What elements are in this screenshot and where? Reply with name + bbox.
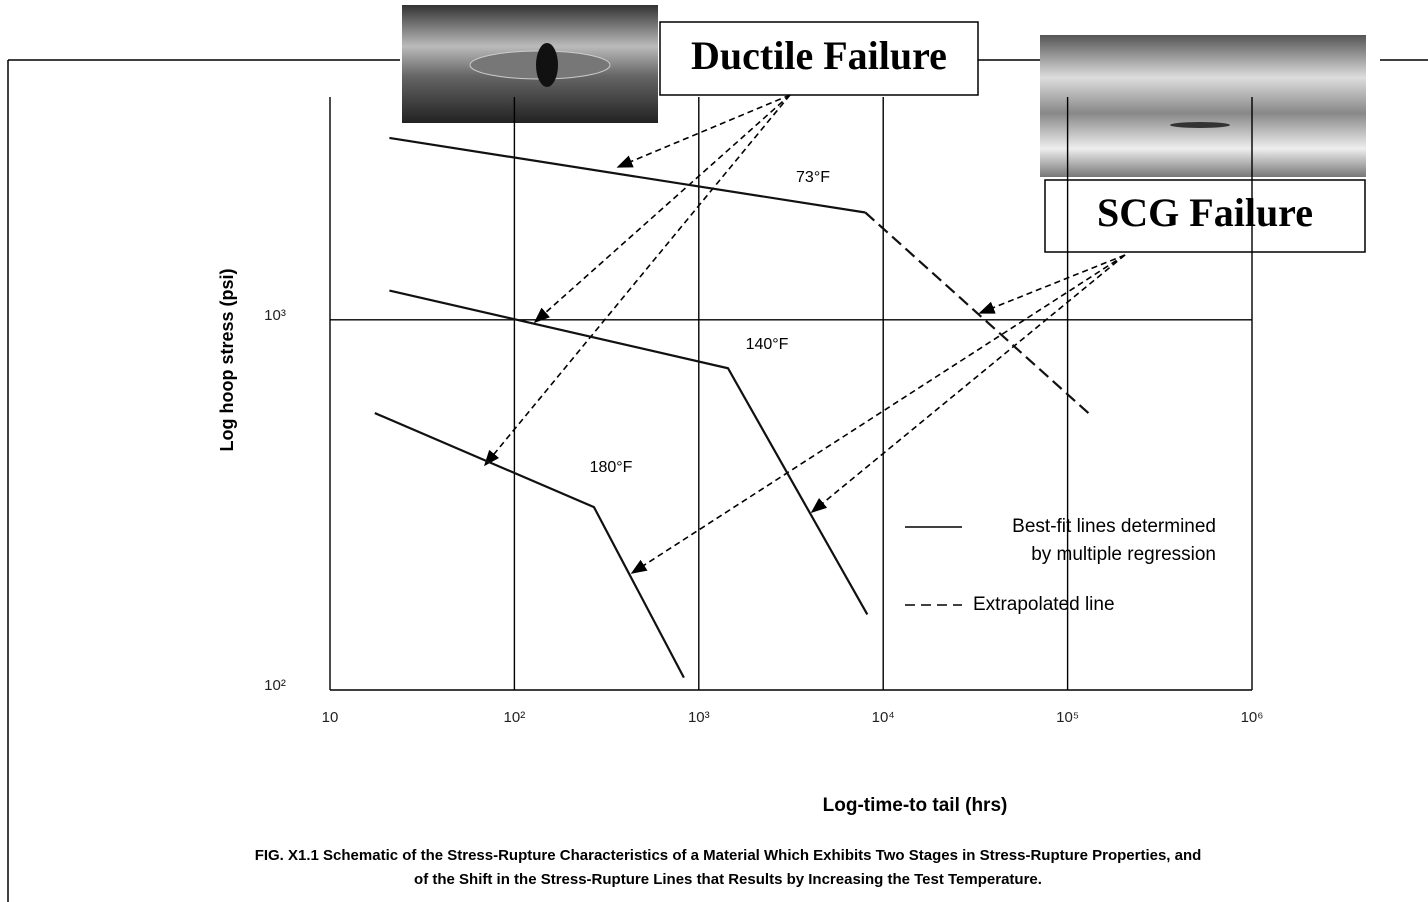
x-tick-label: 10⁶ — [1241, 709, 1264, 726]
x-axis-label: Log-time-to tail (hrs) — [823, 795, 1008, 816]
extrapolated-line — [864, 211, 1093, 417]
annotation: Ductile Failure — [691, 33, 947, 78]
caption: FIG. X1.1 Schematic of the Stress-Ruptur… — [255, 847, 1202, 864]
x-tick-label: 10 — [322, 709, 339, 726]
annotation: SCG Failure — [1097, 190, 1313, 235]
annotation-box — [659, 21, 979, 96]
annotation-box — [1044, 179, 1366, 253]
series-line — [389, 136, 866, 214]
series-label: 140°F — [746, 336, 789, 353]
y-axis-label: Log hoop stress (psi) — [217, 268, 237, 451]
photo-scg — [1040, 35, 1366, 177]
legend-label: Best-fit lines determined — [1012, 516, 1216, 537]
photo-ductile — [402, 5, 658, 123]
caption: of the Shift in the Stress-Rupture Lines… — [414, 871, 1042, 888]
series-line — [374, 412, 685, 679]
series-label: 180°F — [590, 459, 633, 476]
legend-label: Extrapolated line — [973, 594, 1115, 615]
frame — [7, 59, 1428, 902]
series-line — [389, 289, 869, 615]
y-tick-label: 10³ — [264, 307, 286, 324]
y-tick-label: 10² — [264, 677, 286, 694]
series-label: 73°F — [796, 169, 830, 186]
arrows — [483, 94, 1126, 574]
x-tick-label: 10⁵ — [1056, 709, 1079, 726]
x-tick-label: 10² — [504, 709, 526, 726]
x-tick-label: 10³ — [688, 709, 710, 726]
x-tick-label: 10⁴ — [872, 709, 895, 726]
legend-label: by multiple regression — [1031, 544, 1216, 565]
